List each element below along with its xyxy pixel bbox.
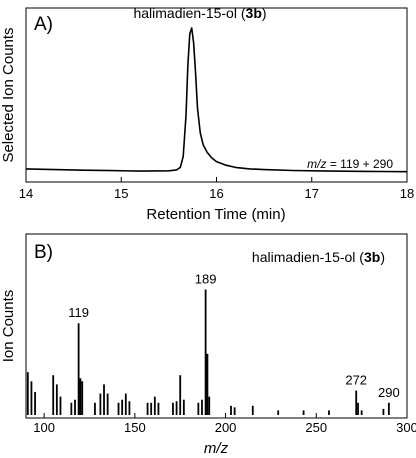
x-tick-label-b: 300 [396, 420, 416, 435]
x-tick-label-b: 100 [33, 420, 55, 435]
peak-label: 119 [68, 305, 89, 320]
y-axis-label-b: Ion Counts [0, 290, 17, 363]
plot-frame-a [25, 7, 408, 183]
peak-annotation-a: halimadien-15-ol (3b) [133, 5, 266, 21]
chromatogram-trace [25, 27, 408, 173]
peak-annotation-b: halimadien-15-ol (3b) [252, 249, 385, 265]
x-tick-label-b: 250 [305, 420, 327, 435]
y-axis-label-a: Selected Ion Counts [0, 27, 17, 162]
x-tick-label-a: 15 [114, 186, 128, 201]
mz-note: m/z = 119 + 290 [307, 157, 393, 171]
x-axis-label-b: m/z [204, 440, 229, 457]
x-tick-label-a: 17 [305, 186, 319, 201]
x-tick-label-a: 16 [209, 186, 223, 201]
x-tick-label-a: 18 [400, 186, 414, 201]
panel-a-label: A) [34, 14, 53, 35]
peak-label: 189 [195, 272, 217, 287]
x-tick-label-a: 14 [19, 186, 33, 201]
chart-panel-b: B) halimadien-15-ol (3b) Ion Counts m/z … [0, 233, 416, 457]
x-axis-label-a: Retention Time (min) [146, 206, 285, 223]
peak-label: 272 [345, 373, 367, 388]
x-tick-label-b: 200 [215, 420, 237, 435]
panel-b-label: B) [34, 242, 53, 263]
plot-frame-b [25, 233, 408, 419]
chart-panel-a: A) halimadien-15-ol (3b) m/z = 119 + 290… [0, 5, 414, 223]
x-tick-label-b: 150 [124, 420, 146, 435]
peak-label: 290 [378, 385, 400, 400]
